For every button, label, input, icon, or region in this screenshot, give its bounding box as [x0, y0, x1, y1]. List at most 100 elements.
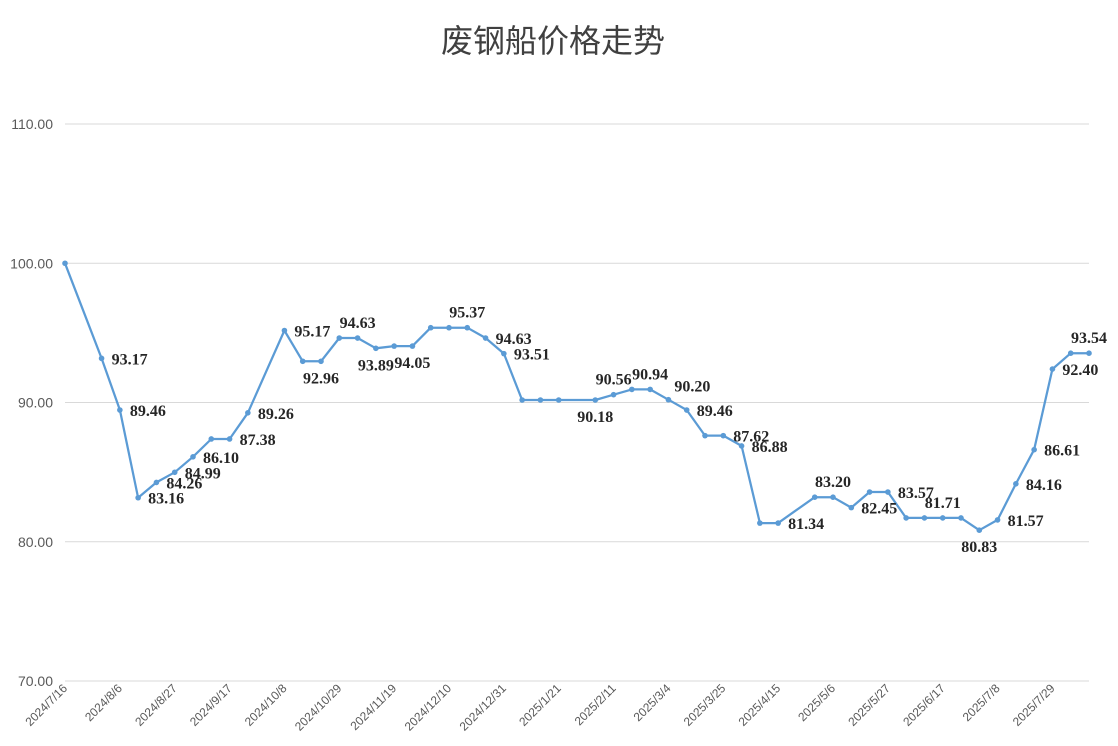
- data-label: 95.17: [294, 324, 330, 341]
- data-label: 93.17: [112, 351, 148, 368]
- data-label: 83.20: [815, 474, 851, 491]
- data-label: 81.34: [788, 516, 824, 533]
- x-tick-label: 2025/5/27: [845, 681, 893, 729]
- data-point: [830, 494, 836, 500]
- series-points: [62, 260, 1092, 533]
- data-point: [117, 407, 123, 413]
- data-point: [629, 386, 635, 393]
- data-point: [647, 386, 653, 393]
- x-tick-label: 2024/9/17: [187, 681, 235, 729]
- data-point: [519, 397, 525, 403]
- data-point: [501, 350, 507, 357]
- data-point: [446, 324, 452, 331]
- data-label: 80.83: [961, 539, 997, 556]
- data-point: [958, 515, 964, 521]
- data-label: 84.99: [185, 465, 221, 482]
- data-point: [555, 397, 562, 403]
- data-label: 86.61: [1044, 443, 1080, 460]
- chart-title: 废钢船价格走势: [441, 22, 665, 60]
- data-point: [921, 515, 928, 521]
- y-tick-label: 80.00: [18, 534, 53, 550]
- data-point: [135, 494, 141, 501]
- data-point: [939, 515, 946, 521]
- data-point: [190, 454, 196, 460]
- series-line: [63, 262, 1089, 532]
- data-label: 89.26: [258, 406, 294, 423]
- data-label: 82.45: [861, 501, 897, 518]
- data-label: 83.16: [148, 491, 184, 508]
- data-point: [757, 520, 763, 526]
- series-line-layer: [63, 262, 1089, 532]
- data-point: [537, 397, 544, 403]
- data-point: [683, 407, 690, 413]
- x-tick-label: 2024/12/10: [402, 681, 455, 734]
- data-point: [592, 397, 599, 403]
- data-label: 90.20: [674, 379, 710, 396]
- x-tick-label: 2024/10/29: [292, 681, 345, 734]
- x-axis-ticks: 2024/7/16 2024/8/6 2024/8/27 2024/9/17 2024/…: [22, 681, 1057, 734]
- x-tick-label: 2025/3/25: [681, 681, 729, 729]
- data-point: [409, 343, 416, 349]
- data-point: [281, 327, 288, 334]
- gridlines: [65, 123, 1089, 682]
- data-point: [1067, 350, 1074, 357]
- data-point: [885, 489, 891, 495]
- x-tick-label: 2025/7/8: [960, 681, 1003, 724]
- data-label: 90.18: [577, 409, 613, 426]
- data-point: [720, 432, 727, 439]
- data-label: 95.37: [449, 305, 485, 322]
- data-point: [976, 527, 983, 533]
- y-tick-label: 90.00: [18, 395, 53, 411]
- x-tick-label: 2024/8/6: [82, 681, 125, 724]
- data-point: [903, 515, 909, 521]
- data-label: 87.38: [240, 432, 276, 449]
- data-point: [482, 335, 489, 341]
- x-tick-label: 2025/3/4: [631, 681, 674, 724]
- x-tick-label: 2025/7/29: [1010, 681, 1058, 729]
- data-point: [427, 324, 434, 331]
- data-point: [208, 436, 215, 442]
- data-point: [354, 335, 361, 341]
- data-point: [1049, 366, 1056, 372]
- data-label: 92.96: [303, 370, 339, 387]
- data-label: 92.40: [1062, 362, 1098, 379]
- x-tick-label: 2025/5/6: [795, 681, 838, 724]
- data-point: [994, 517, 1001, 523]
- data-label: 84.16: [1026, 477, 1062, 494]
- data-label: 90.56: [596, 372, 632, 389]
- data-label: 94.05: [394, 355, 430, 372]
- data-point: [1086, 350, 1092, 357]
- data-point: [1013, 481, 1019, 487]
- x-tick-label: 2025/2/11: [572, 681, 619, 728]
- data-label: 81.71: [925, 495, 961, 512]
- data-point: [866, 489, 873, 495]
- x-tick-label: 2025/6/17: [900, 681, 948, 729]
- data-point: [226, 436, 233, 442]
- data-point: [318, 358, 324, 365]
- data-label: 86.10: [203, 450, 239, 467]
- y-tick-label: 100.00: [10, 255, 53, 271]
- data-point: [464, 324, 471, 331]
- data-point: [665, 396, 672, 403]
- x-tick-label: 2024/8/27: [132, 681, 180, 729]
- data-label: 87.62: [733, 429, 769, 446]
- data-point: [245, 410, 251, 416]
- data-point: [153, 479, 160, 486]
- data-label: 93.89: [358, 357, 394, 374]
- data-point: [738, 443, 745, 449]
- data-label: 89.46: [130, 403, 166, 420]
- data-label: 84.26: [166, 475, 202, 492]
- x-tick-label: 2025/1/21: [516, 681, 564, 729]
- data-label: 94.63: [340, 315, 376, 332]
- data-label: 89.46: [697, 403, 733, 420]
- data-label: 94.63: [496, 331, 532, 348]
- x-tick-label: 2024/10/8: [242, 681, 290, 729]
- data-point: [775, 520, 781, 526]
- x-tick-label: 2025/4/15: [736, 681, 784, 729]
- data-point: [336, 335, 343, 341]
- y-axis-ticks: 70.00 80.00 90.00 100.00 110.00: [10, 116, 53, 689]
- data-point: [1031, 446, 1037, 453]
- data-point: [811, 494, 818, 500]
